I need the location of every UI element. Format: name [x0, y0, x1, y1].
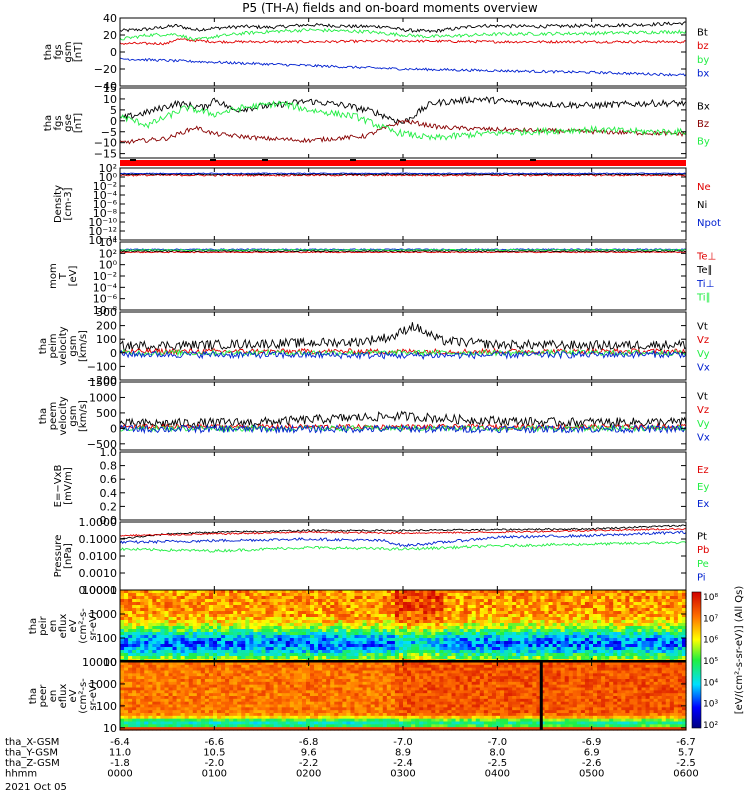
- series-line-density-2: [120, 173, 686, 174]
- y-tick-label: 0.2: [100, 500, 118, 513]
- y-axis-label: [mV/m]: [63, 467, 74, 505]
- y-tick-label: 200: [96, 320, 117, 333]
- y-axis-label: [nT]: [73, 42, 84, 62]
- legend-entry: Ey: [697, 482, 709, 493]
- legend-entry: Vz: [697, 405, 709, 416]
- series-line-fgs-gsm-3: [120, 58, 686, 76]
- legend-entry: Vz: [697, 335, 709, 346]
- y-axis-label: [nT]: [73, 113, 84, 133]
- legend-entry: Vy: [697, 419, 710, 430]
- y-tick-label: 0: [110, 46, 117, 59]
- quality-flag-mark: [350, 159, 356, 161]
- panel-frame: [120, 312, 686, 380]
- quality-flag-mark: [262, 159, 268, 161]
- figure-title: P5 (TH-A) fields and on-board moments ov…: [242, 1, 538, 15]
- series-line-fgs-gsm-1: [120, 39, 686, 45]
- y-tick-label: 40: [103, 12, 117, 25]
- y-tick-label: 20: [103, 29, 117, 42]
- y-tick-label: 0.4: [100, 487, 118, 500]
- y-tick-label: −20: [94, 63, 117, 76]
- legend-entry: Ex: [697, 499, 709, 510]
- panel-frame: [120, 168, 686, 240]
- legend-entry: Vx: [697, 362, 710, 373]
- y-tick-label: 500: [96, 407, 117, 420]
- legend-entry: Pe: [697, 559, 709, 570]
- y-tick-label: 10000: [82, 584, 117, 597]
- y-tick-label: 100: [96, 632, 117, 645]
- y-tick-label: 0.0010: [79, 567, 118, 580]
- y-tick-label: 1.0000: [79, 516, 118, 529]
- y-axis-label: [nPa]: [63, 543, 74, 569]
- legend-entry: Vt: [697, 392, 708, 403]
- legend-entry: Ti∥: [696, 292, 711, 303]
- legend-entry: bx: [697, 68, 709, 79]
- legend-entry: Ni: [697, 200, 707, 211]
- quality-flag-mark: [530, 159, 536, 161]
- legend-entry: Npot: [697, 218, 721, 229]
- y-tick-label: −100: [87, 360, 117, 373]
- y-tick-label: 1000: [89, 391, 117, 404]
- legend-entry: Ez: [697, 465, 709, 476]
- series-line-fgs-gsm-0: [120, 22, 686, 32]
- legend-entry: By: [697, 137, 710, 148]
- y-axis-label: sr-eV): [88, 611, 99, 640]
- panel-frame: [120, 452, 686, 520]
- y-axis-label: [eV]: [68, 266, 79, 287]
- legend-entry: Ne: [697, 182, 711, 193]
- series-line-fgs-gse-1: [120, 120, 686, 144]
- panel-density: 10²10⁰10⁻²10⁻⁴10⁻⁶10⁻⁸10⁻¹⁰10⁻¹²10⁻¹⁴Den…: [53, 162, 721, 247]
- quality-flag-mark: [130, 159, 136, 161]
- y-tick-label: 0.8: [100, 460, 118, 473]
- legend-entry: Te∥: [696, 265, 713, 276]
- y-tick-label: 0: [110, 347, 117, 360]
- y-tick-label: 300: [96, 306, 117, 319]
- legend-entry: Vy: [697, 349, 710, 360]
- y-axis-label: [km/s]: [78, 400, 89, 432]
- legend-entry: Ti⊥: [696, 279, 714, 290]
- legend-entry: by: [697, 55, 709, 66]
- legend-entry: Pt: [697, 532, 707, 543]
- y-axis-label: [km/s]: [78, 330, 89, 362]
- legend-entry: Bt: [697, 28, 708, 39]
- y-tick-label: −15: [94, 148, 117, 161]
- legend-entry: Te⊥: [696, 252, 716, 263]
- y-tick-label: 0: [110, 422, 117, 435]
- series-line-pressure-0: [120, 525, 686, 539]
- series-line-peim-velocity-0: [120, 322, 686, 350]
- legend-entry: bz: [697, 41, 709, 52]
- y-tick-label: 0.0100: [79, 550, 118, 563]
- series-line-moments-t-1: [120, 251, 686, 252]
- y-tick-label: 1500: [89, 376, 117, 389]
- legend-entry: Pb: [697, 545, 709, 556]
- legend-entry: Bz: [697, 119, 709, 130]
- y-tick-label: 100: [96, 333, 117, 346]
- y-tick-label: 1.0: [100, 446, 118, 459]
- y-tick-label: 0.1000: [79, 533, 118, 546]
- y-tick-label: 0.6: [100, 473, 118, 486]
- quality-flag-mark: [400, 159, 406, 161]
- series-line-pressure-2: [120, 542, 686, 553]
- y-axis-label: [cm-3]: [63, 187, 74, 220]
- panel-pressure: 1.00000.10000.01000.00100.0001Pressure[n…: [53, 516, 709, 597]
- quality-flag-mark: [210, 159, 216, 161]
- legend-entry: Vx: [697, 432, 710, 443]
- legend-entry: Bx: [697, 102, 710, 113]
- legend-entry: Pi: [697, 572, 706, 583]
- legend-entry: Vt: [697, 322, 708, 333]
- panel-frame: [120, 382, 686, 450]
